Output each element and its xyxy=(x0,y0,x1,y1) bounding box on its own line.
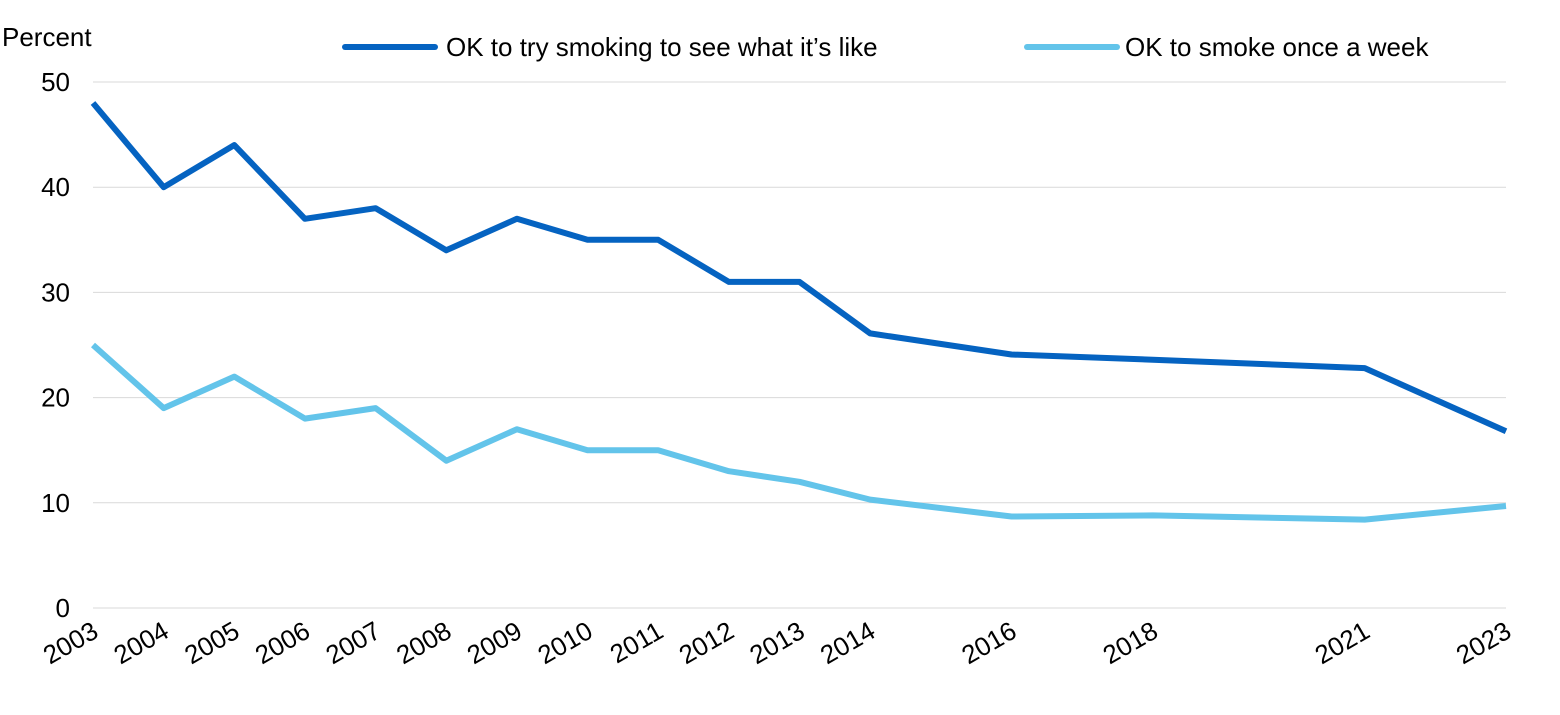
x-tick-label: 2009 xyxy=(462,615,527,670)
x-tick-label: 2021 xyxy=(1310,615,1375,670)
legend: OK to try smoking to see what it’s like O… xyxy=(342,32,1429,62)
x-tick-label: 2014 xyxy=(815,615,880,670)
x-tick-label: 2008 xyxy=(391,615,456,670)
series-line-1 xyxy=(90,101,1508,435)
y-tick-label: 0 xyxy=(56,593,70,623)
gridlines xyxy=(93,81,1506,609)
y-tick-label: 10 xyxy=(41,488,70,518)
y-axis-title: Percent xyxy=(2,22,92,52)
y-tick-label: 30 xyxy=(41,277,70,307)
x-axis-tick-labels: 2003 2004 2005 2006 2007 2008 2009 2010 2011 2012… xyxy=(38,615,1516,670)
series-line-2 xyxy=(91,342,1507,523)
x-tick-label: 2006 xyxy=(250,615,315,670)
y-axis-tick-labels: 0 10 20 30 40 50 xyxy=(41,67,70,623)
legend-label-2: OK to smoke once a week xyxy=(1125,32,1429,62)
y-tick-label: 20 xyxy=(41,383,70,413)
x-tick-label: 2013 xyxy=(744,615,809,670)
x-tick-label: 2005 xyxy=(179,615,244,670)
legend-label-1: OK to try smoking to see what it’s like xyxy=(446,32,878,62)
x-tick-label: 2023 xyxy=(1451,615,1516,670)
x-tick-label: 2004 xyxy=(109,615,174,670)
y-tick-label: 50 xyxy=(41,67,70,97)
x-tick-label: 2003 xyxy=(38,615,103,670)
y-tick-label: 40 xyxy=(41,172,70,202)
x-tick-label: 2010 xyxy=(532,615,597,670)
x-tick-label: 2011 xyxy=(605,615,668,669)
x-tick-label: 2016 xyxy=(956,615,1021,670)
x-tick-label: 2012 xyxy=(674,615,739,670)
x-tick-label: 2007 xyxy=(321,615,386,670)
x-tick-label: 2018 xyxy=(1098,615,1163,670)
series-lines xyxy=(90,101,1508,523)
